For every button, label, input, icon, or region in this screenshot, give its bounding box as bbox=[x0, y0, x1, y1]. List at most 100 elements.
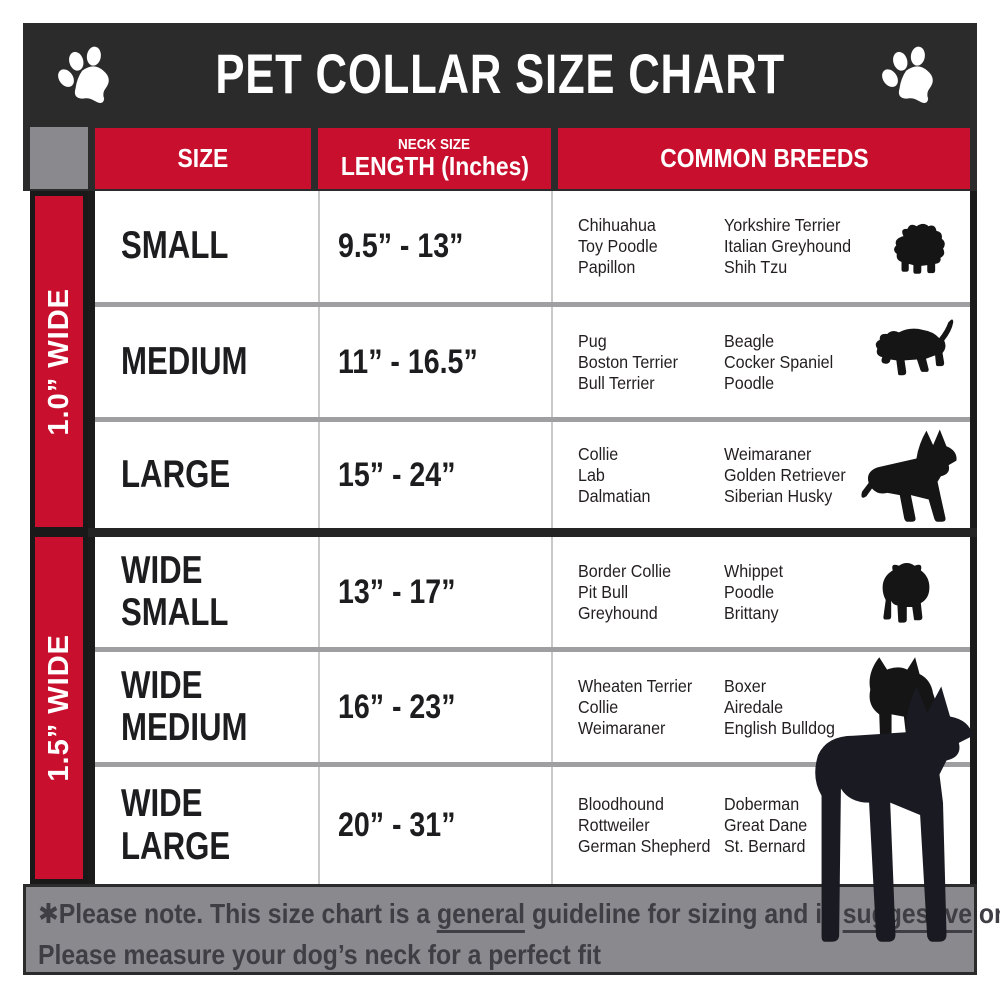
footer-text: only. bbox=[978, 898, 1000, 929]
breed-name: Beagle bbox=[724, 330, 775, 351]
footer-text: Please measure your dog’s neck for a per… bbox=[38, 939, 602, 970]
neck-range-cell: 16” - 23” bbox=[318, 688, 551, 727]
breed-name: German Shepherd bbox=[578, 836, 711, 856]
footer-text: ✱Please note. This size chart is a bbox=[38, 898, 438, 929]
neck-range-value: 9.5” - 13” bbox=[338, 227, 464, 265]
neck-range-value: 11” - 16.5” bbox=[338, 342, 478, 381]
divider bbox=[95, 417, 970, 422]
size-label: LARGE bbox=[121, 452, 231, 496]
neck-range-cell: 20” - 31” bbox=[318, 806, 551, 845]
breed-name: Papillon bbox=[578, 257, 636, 277]
breed-name: Weimaraner bbox=[578, 717, 666, 738]
breed-list: Whippet Poodle Brittany bbox=[724, 561, 880, 624]
breed-list: Pug Boston Terrier Bull Terrier bbox=[578, 331, 712, 394]
divider bbox=[95, 762, 970, 767]
breed-name: Weimaraner bbox=[724, 443, 812, 464]
breed-list: Boxer Airedale English Bulldog bbox=[724, 676, 880, 739]
divider bbox=[95, 647, 970, 652]
breed-name: Greyhound bbox=[578, 602, 658, 623]
breed-name: Cocker Spaniel bbox=[724, 351, 834, 372]
sidebar-group-1.0-wide: 1.0” WIDE bbox=[30, 191, 88, 532]
breed-name: Whippet bbox=[724, 560, 784, 581]
breeds-cell: Wheaten Terrier Collie Weimaraner Boxer … bbox=[551, 676, 970, 739]
neck-range-value: 13” - 17” bbox=[338, 572, 456, 611]
size-cell: WIDE LARGE bbox=[95, 783, 318, 867]
breed-list: Weimaraner Golden Retriever Siberian Hus… bbox=[724, 444, 880, 507]
divider bbox=[970, 191, 977, 884]
sidebar-group-1.5-wide: 1.5” WIDE bbox=[30, 532, 88, 884]
breeds-cell: Border Collie Pit Bull Greyhound Whippet… bbox=[551, 561, 970, 624]
size-cell: LARGE bbox=[95, 452, 318, 496]
breed-list: Beagle Cocker Spaniel Poodle bbox=[724, 331, 880, 394]
column-header-breeds-label: COMMON BREEDS bbox=[659, 143, 869, 173]
table-row-wide-medium: WIDE MEDIUM 16” - 23” Wheaten Terrier Co… bbox=[95, 652, 970, 762]
footer-text-underlined: suggestive bbox=[842, 898, 973, 933]
column-header-length: NECK SIZE LENGTH (Inches) bbox=[318, 128, 551, 189]
breed-name: Collie bbox=[578, 443, 619, 464]
breed-name: Siberian Husky bbox=[724, 485, 833, 506]
breed-name: Collie bbox=[578, 696, 619, 717]
breed-name: Poodle bbox=[724, 581, 775, 602]
sidebar-group-label: 1.0” WIDE bbox=[42, 287, 75, 436]
table-row-wide-small: WIDE SMALL 13” - 17” Border Collie Pit B… bbox=[95, 537, 970, 647]
footer-note: ✱Please note. This size chart is a gener… bbox=[23, 884, 1000, 978]
table-row-medium: MEDIUM 11” - 16.5” Pug Boston Terrier Bu… bbox=[95, 307, 970, 417]
breed-name: Bull Terrier bbox=[578, 372, 655, 393]
table-row-wide-large: WIDE LARGE 20” - 31” Bloodhound Rottweil… bbox=[95, 767, 970, 884]
sidebar-group-label: 1.5” WIDE bbox=[42, 634, 75, 782]
size-label: WIDE MEDIUM bbox=[121, 663, 248, 749]
breed-name: St. Bernard bbox=[724, 836, 806, 856]
header-corner-block bbox=[30, 127, 88, 189]
column-header-length-label: LENGTH (Inches) bbox=[340, 150, 529, 181]
breed-list: Border Collie Pit Bull Greyhound bbox=[578, 561, 712, 624]
breed-name: Pug bbox=[578, 330, 607, 351]
beagle-silhouette-icon bbox=[861, 315, 963, 381]
paw-print-icon bbox=[58, 46, 109, 103]
breeds-cell: Chihuahua Toy Poodle Papillon Yorkshire … bbox=[551, 215, 970, 278]
column-header-necksize-label: NECK SIZE bbox=[398, 135, 471, 153]
breed-name: Brittany bbox=[724, 602, 779, 623]
page-title: PET COLLAR SIZE CHART bbox=[215, 41, 785, 105]
breed-list: Collie Lab Dalmatian bbox=[578, 444, 712, 507]
column-header-size: SIZE bbox=[95, 128, 311, 189]
table-row-small: SMALL 9.5” - 13” Chihuahua Toy Poodle Pa… bbox=[95, 191, 970, 302]
breed-name: Italian Greyhound bbox=[724, 236, 852, 256]
paw-print-icon bbox=[882, 46, 933, 103]
breed-name: Pit Bull bbox=[578, 581, 629, 602]
footer-text-underlined: general bbox=[437, 898, 526, 933]
breeds-cell: Bloodhound Rottweiler German Shepherd Do… bbox=[551, 794, 970, 857]
footer-note-line1: ✱Please note. This size chart is a gener… bbox=[38, 896, 1000, 937]
breed-name: Dalmatian bbox=[578, 485, 651, 506]
size-label: MEDIUM bbox=[121, 339, 248, 383]
size-cell: WIDE SMALL bbox=[95, 549, 318, 634]
size-label: WIDE LARGE bbox=[121, 782, 231, 868]
neck-range-cell: 11” - 16.5” bbox=[318, 343, 551, 382]
footer-note-line2: Please measure your dog’s neck for a per… bbox=[38, 937, 962, 978]
breed-list: Wheaten Terrier Collie Weimaraner bbox=[578, 676, 712, 739]
breed-list: Bloodhound Rottweiler German Shepherd bbox=[578, 794, 712, 857]
breed-name: Lab bbox=[578, 464, 605, 485]
table-header: SIZE NECK SIZE LENGTH (Inches) COMMON BR… bbox=[23, 123, 977, 191]
divider bbox=[551, 191, 553, 884]
breed-name: Border Collie bbox=[578, 560, 672, 581]
neck-range-value: 15” - 24” bbox=[338, 455, 456, 494]
neck-range-cell: 15” - 24” bbox=[318, 456, 551, 495]
breed-name: English Bulldog bbox=[724, 717, 835, 738]
column-header-breeds: COMMON BREEDS bbox=[558, 128, 970, 189]
shih-tzu-silhouette-icon bbox=[885, 220, 951, 280]
breed-name: Airedale bbox=[724, 696, 784, 717]
neck-range-value: 20” - 31” bbox=[338, 806, 456, 844]
size-cell: MEDIUM bbox=[95, 339, 318, 383]
breeds-cell: Collie Lab Dalmatian Weimaraner Golden R… bbox=[551, 444, 970, 507]
breed-name: Rottweiler bbox=[578, 815, 650, 835]
breed-name: Boston Terrier bbox=[578, 351, 678, 372]
breed-name: Bloodhound bbox=[578, 794, 664, 814]
breed-list: Yorkshire Terrier Italian Greyhound Shih… bbox=[724, 215, 880, 278]
column-header-size-label: SIZE bbox=[177, 143, 229, 173]
title-band: PET COLLAR SIZE CHART bbox=[23, 23, 977, 123]
breed-name: Shih Tzu bbox=[724, 257, 788, 277]
breeds-cell: Pug Boston Terrier Bull Terrier Beagle C… bbox=[551, 331, 970, 394]
group-divider bbox=[88, 528, 977, 537]
size-cell: WIDE MEDIUM bbox=[95, 663, 318, 749]
divider bbox=[318, 191, 320, 884]
